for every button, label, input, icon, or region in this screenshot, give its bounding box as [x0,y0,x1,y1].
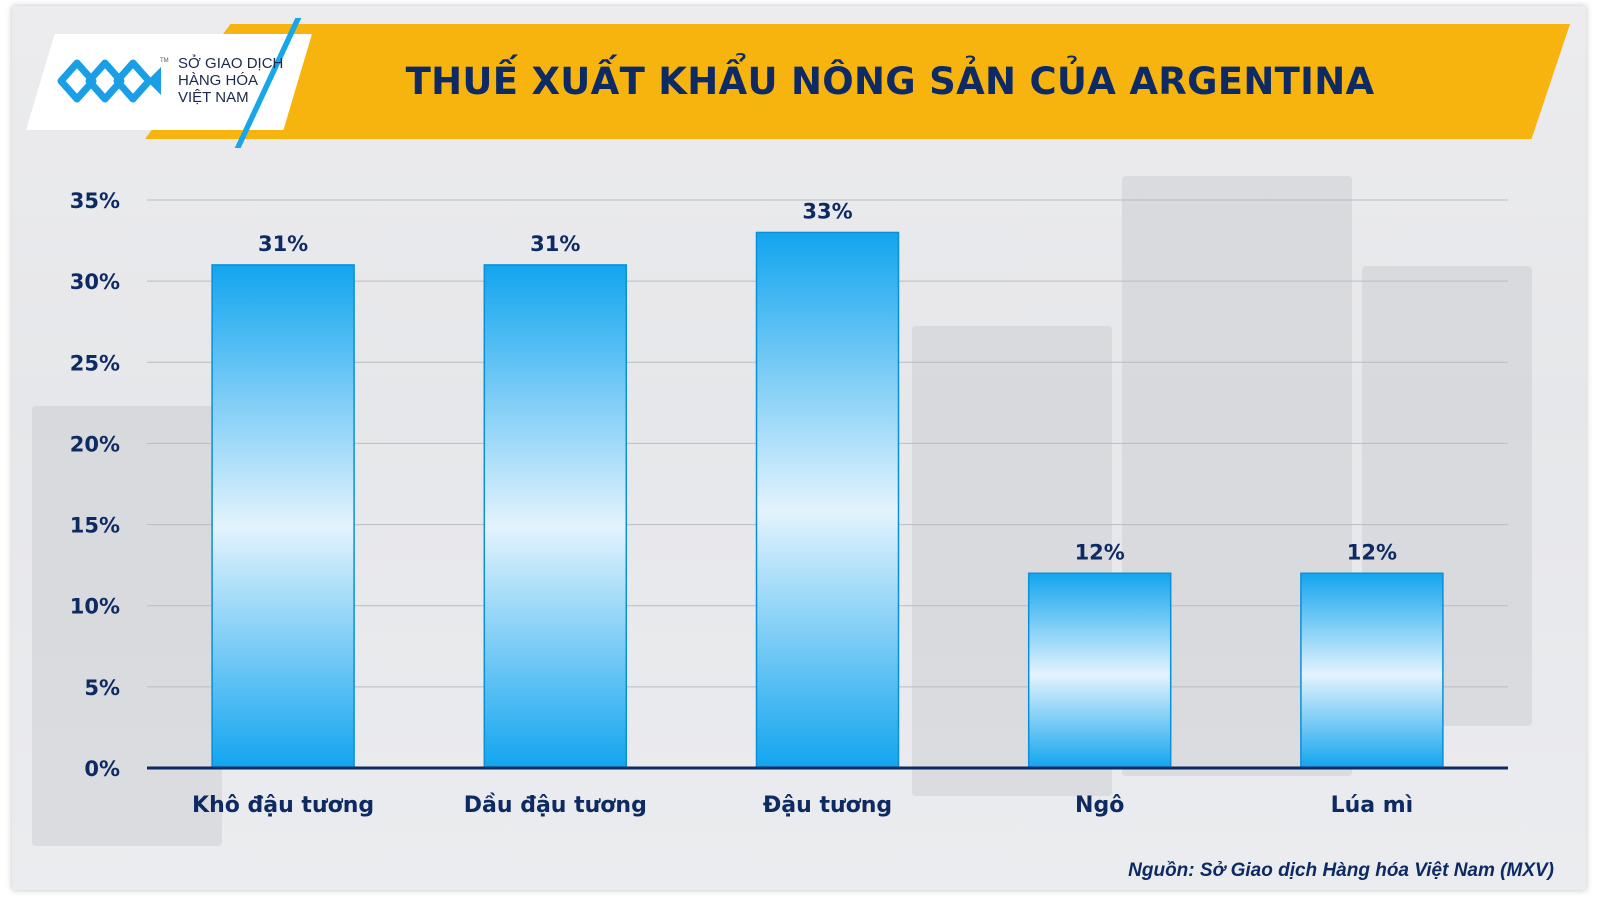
y-tick-label: 0% [84,757,120,781]
data-label: 33% [802,199,852,223]
logo-line-1: SỞ GIAO DỊCH [178,55,284,72]
chart-title: THUẾ XUẤT KHẨU NÔNG SẢN CỦA ARGENTINA [405,60,1375,103]
y-tick-label: 20% [70,432,120,456]
logo-trademark: TM [160,58,169,64]
x-tick-label: Dầu đậu tương [464,793,647,818]
y-tick-label: 25% [70,351,120,375]
bar [1300,572,1444,769]
exchange-logo-icon [57,59,161,103]
data-label: 12% [1347,540,1397,564]
bar [211,264,355,769]
y-tick-label: 35% [70,189,120,213]
y-axis-ticks: 0% 5% 10% 15% 20% 25% 30% 35% [70,189,120,781]
data-label: 12% [1075,540,1125,564]
x-tick-label: Khô đậu tương [192,793,374,818]
x-axis-ticks: Khô đậu tương Dầu đậu tương Đậu tương Ngô Lú… [192,793,1413,818]
y-tick-label: 15% [70,514,120,538]
y-tick-label: 10% [70,595,120,619]
data-label: 31% [530,232,580,256]
bar [1027,572,1172,769]
x-tick-label: Đậu tương [763,793,892,818]
background-decoration [32,406,222,846]
logo-line-3: VIỆT NAM [178,89,249,106]
data-label: 31% [258,232,308,256]
x-tick-label: Ngô [1075,793,1124,818]
bar [755,231,900,769]
logo-wordmark: SỞ GIAO DỊCH HÀNG HÓA VIỆT NAM [178,55,298,106]
source-note: Nguồn: Sở Giao dịch Hàng hóa Việt Nam (M… [1128,860,1554,881]
bar [483,264,628,769]
y-tick-label: 30% [70,270,120,294]
y-tick-label: 5% [84,676,120,700]
logo-line-2: HÀNG HÓA [178,72,259,89]
bars [211,231,1444,769]
x-tick-label: Lúa mì [1331,793,1414,818]
data-labels: 31% 31% 33% 12% 12% [258,199,1397,564]
title-banner [145,24,1570,139]
